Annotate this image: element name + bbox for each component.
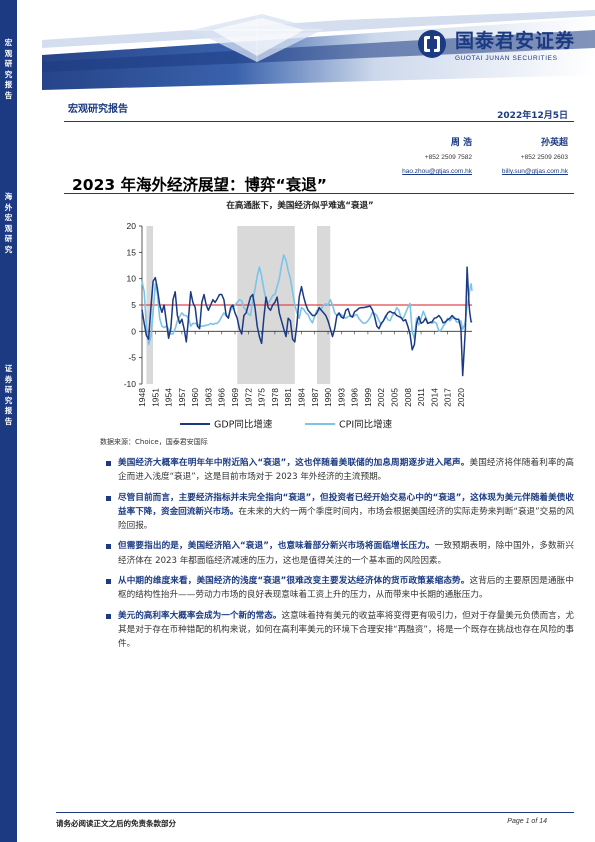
author-phone: +852 2509 7582 [424,154,472,161]
x-tick-label: 1984 [296,388,306,407]
key-point-body: 这背后的主要原因是通胀中枢的结构性抬升——劳动力市场的良好表现意味着工资上升的压… [118,576,574,601]
x-tick-label: 1963 [203,388,213,407]
report-type: 宏观研究报告 [68,104,128,115]
author-phone: +852 2509 2603 [520,154,568,161]
key-point-body: 一致预期表明，除中国外，多数新兴经济体在 2023 年都面临经济减速的压力，这也… [118,541,574,566]
key-point: 尽管目前而言，主要经济指标并未完全指向“衰退”，但投资者已经开始交易心中的“衰退… [104,491,574,533]
inflation-gdp-chart: -10 -5 0 5 10 15 20 1948 1951 1954 1957 1960 1963 196… [124,221,473,431]
key-point-body: 美国经济将伴随着利率的高企而进入浅度“衰退”，这是目前市场对于 2023 年外经… [118,458,574,483]
x-tick-label: 2014 [429,388,439,407]
x-tick-label: 1960 [190,388,200,407]
key-point: 从中期的维度来看，美国经济的浅度“衰退”很难改变主要发达经济体的货币政策紧缩态势… [104,574,574,602]
key-point-headline: 美国经济大概率在明年年中附近陷入“衰退”，这也伴随着美联储的加息周期逐步进入尾声… [118,458,470,468]
sidebar-block-macro: 宏 观 研 究 报 告 [0,0,17,128]
author-card: 孙英超 +852 2509 2603 billy.sun@gtjas.com.h… [502,135,568,175]
legend-label: GDP同比增速 [214,419,273,431]
footer-disclaimer: 请务必阅读正文之后的免责条款部分 [56,819,176,828]
key-point: 但需要指出的是，美国经济陷入“衰退”，也意味着部分新兴市场将面临增长压力。一致预… [104,539,574,567]
header-banner: 国泰君安证券 GUOTAI JUNAN SECURITIES [42,0,595,90]
x-tick-label: 1975 [257,388,267,407]
logo-english: GUOTAI JUNAN SECURITIES [454,55,558,62]
sidebar-block-securities: 证 券 研 究 报 告 [0,336,17,842]
key-point: 美国经济大概率在明年年中附近陷入“衰退”，这也伴随着美联储的加息周期逐步进入尾声… [104,456,574,484]
x-tick-label: 2008 [403,388,413,407]
y-tick-label: 20 [127,221,137,231]
chart-source: 数据来源：Choice，国泰君安国际 [100,438,208,446]
key-points-list: 美国经济大概率在明年年中附近陷入“衰退”，这也伴随着美联储的加息周期逐步进入尾声… [104,456,574,658]
author-name: 孙英超 [540,138,568,148]
author-card: 周 浩 +852 2509 7582 hao.zhou@gtjas.com.hk [402,135,472,175]
report-date: 2022年12月5日 [497,111,568,121]
header-divider [64,121,574,122]
x-tick-label: 2002 [376,388,386,407]
key-point-headline: 但需要指出的是，美国经济陷入“衰退”，也意味着部分新兴市场将面临增长压力。 [118,541,435,552]
key-point-headline: 尽管目前而言，主要经济指标并未完全指向“衰退”，但投资者已经开始交易心中的“衰退… [118,492,574,517]
gdp-line [141,266,473,377]
x-tick-label: 1957 [177,388,187,407]
x-tick-label: 1969 [230,388,240,407]
y-tick-label: -10 [124,379,137,389]
x-tick-label: 2011 [416,388,426,407]
x-tick-label: 2020 [456,388,466,407]
author-email-link[interactable]: billy.sun@gtjas.com.hk [501,168,568,175]
x-tick-label: 1996 [350,388,360,407]
x-tick-label: 1990 [323,388,333,407]
x-tick-label: 1951 [150,388,160,407]
key-point: 美元的高利率大概率会成为一个新的常态。这意味着持有美元的收益率将变得更有吸引力，… [104,609,574,651]
logo-chinese: 国泰君安证券 [454,30,575,52]
y-tick-label: 10 [127,274,137,284]
x-tick-label: 1981 [283,388,293,407]
x-tick-label: 2005 [389,388,399,407]
x-tick-label: 1954 [164,388,174,407]
key-point-headline: 从中期的维度来看，美国经济的浅度“衰退”很难改变主要发达经济体的货币政策紧缩态势… [118,576,470,587]
company-logo: 国泰君安证券 GUOTAI JUNAN SECURITIES [415,26,575,62]
x-tick-label: 1987 [310,388,320,407]
chart-title: 在高通胀下，美国经济似乎难逃“衰退” [226,201,374,211]
x-tick-label: 1999 [363,388,373,407]
page-number: Page 1 of 14 [507,818,547,825]
y-tick-label: 0 [131,326,136,336]
x-tick-label: 1966 [217,388,227,407]
x-tick-label: 1978 [270,388,280,407]
title-divider [64,193,574,194]
key-point-body: 在未来的大约一两个季度时间内，市场会根据美国经济的实际走势来判断“衰退”交易的风… [118,506,574,531]
cpi-line [141,254,473,346]
left-sidebar: 宏 观 研 究 报 告 海 外 宏 观 研 究 证 券 研 究 报 告 [0,0,42,842]
author-name: 周 浩 [450,138,472,148]
sidebar-block-overseas: 海 外 宏 观 研 究 [0,128,17,336]
x-tick-label: 1948 [137,388,147,407]
y-tick-label: 5 [131,300,136,310]
footer-divider [56,812,574,813]
gtja-logo-icon [417,30,446,58]
y-tick-label: -5 [128,353,136,363]
y-tick-label: 15 [127,247,137,257]
author-email-link[interactable]: hao.zhou@gtjas.com.hk [402,168,472,175]
x-tick-label: 1993 [336,388,346,407]
key-point-headline: 美元的高利率大概率会成为一个新的常态。 [118,610,282,621]
legend-label: CPI同比增速 [339,419,393,431]
x-tick-label: 1972 [243,388,253,407]
report-title: 2023 年海外经济展望：博弈“衰退” [72,176,327,194]
key-point-body: 这意味着持有美元的收益率将变得更有吸引力，但对于存量美元负债而言，尤其是对于存在… [118,610,574,650]
banner-background [42,0,595,90]
x-tick-label: 2017 [443,388,453,407]
